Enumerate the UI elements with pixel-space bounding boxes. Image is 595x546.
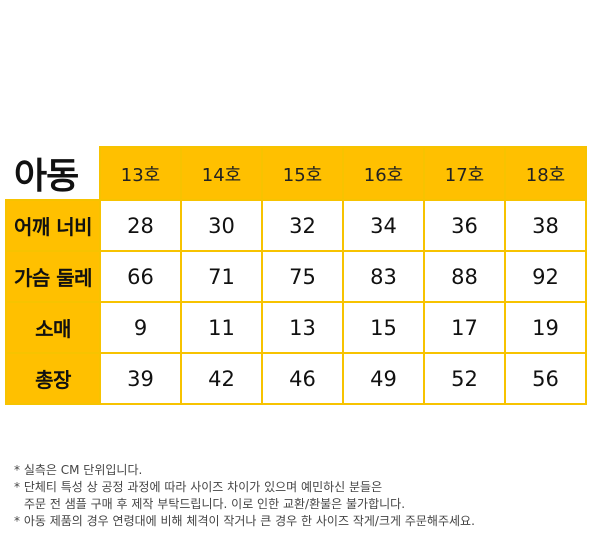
table-cell: 46 <box>261 352 344 405</box>
table-row-shoulder: 어깨 너비 28 30 32 34 36 38 <box>5 199 587 252</box>
table-cell: 11 <box>180 301 263 354</box>
table-cell: 9 <box>99 301 182 354</box>
size-header-row: 아동 13호 14호 15호 16호 17호 18호 <box>6 146 587 201</box>
table-cell: 39 <box>99 352 182 405</box>
table-cell: 42 <box>180 352 263 405</box>
table-cell: 19 <box>504 301 587 354</box>
table-cell: 66 <box>99 250 182 303</box>
size-17: 17호 <box>423 146 506 201</box>
note-tolerance: * 단체티 특성 상 공정 과정에 따라 사이즈 차이가 있으며 예민하신 분들… <box>14 480 383 494</box>
table-cell: 36 <box>423 199 506 252</box>
table-cell: 88 <box>423 250 506 303</box>
note-kids-sizing: * 아동 제품의 경우 연령대에 비해 체격이 작거나 큰 경우 한 사이즈 작… <box>14 514 475 528</box>
table-cell: 13 <box>261 301 344 354</box>
table-cell: 30 <box>180 199 263 252</box>
table-row-length: 총장 39 42 46 49 52 56 <box>5 352 587 405</box>
table-row-chest: 가슴 둘레 66 71 75 83 88 92 <box>5 250 587 303</box>
table-cell: 28 <box>99 199 182 252</box>
size-14: 14호 <box>180 146 263 201</box>
table-cell: 71 <box>180 250 263 303</box>
table-cell: 75 <box>261 250 344 303</box>
row-label-chest: 가슴 둘레 <box>5 250 101 303</box>
note-tolerance-cont: 주문 전 샘플 구매 후 제작 부탁드립니다. 이로 인한 교환/환불은 불가합… <box>24 497 406 511</box>
size-13: 13호 <box>99 146 182 201</box>
table-cell: 49 <box>342 352 425 405</box>
size-notes: * 실측은 CM 단위입니다. * 단체티 특성 상 공정 과정에 따라 사이즈… <box>14 462 589 530</box>
note-unit: * 실측은 CM 단위입니다. <box>14 463 143 477</box>
table-cell: 52 <box>423 352 506 405</box>
table-cell: 15 <box>342 301 425 354</box>
table-cell: 34 <box>342 199 425 252</box>
row-label-sleeve: 소매 <box>5 301 101 354</box>
table-cell: 56 <box>504 352 587 405</box>
table-cell: 17 <box>423 301 506 354</box>
size-15: 15호 <box>261 146 344 201</box>
row-label-length: 총장 <box>5 352 101 405</box>
size-chart-table: 아동 13호 14호 15호 16호 17호 18호 어깨 너비 28 30 3… <box>5 146 587 405</box>
table-cell: 83 <box>342 250 425 303</box>
table-cell: 38 <box>504 199 587 252</box>
table-cell: 32 <box>261 199 344 252</box>
size-18: 18호 <box>504 146 587 201</box>
row-label-shoulder: 어깨 너비 <box>5 199 101 252</box>
table-row-sleeve: 소매 9 11 13 15 17 19 <box>5 301 587 354</box>
table-title: 아동 <box>6 147 100 200</box>
table-cell: 92 <box>504 250 587 303</box>
size-16: 16호 <box>342 146 425 201</box>
